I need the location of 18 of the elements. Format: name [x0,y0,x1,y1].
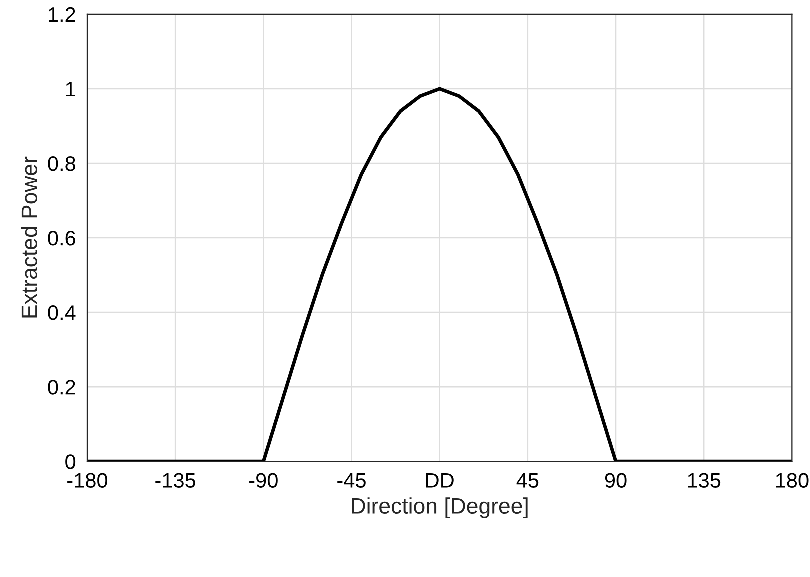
y-tick-label: 0 [66,454,76,470]
x-tick-label: 90 [605,473,627,488]
y-tick-label: 1.2 [49,7,76,22]
y-tick-label: 0.8 [48,156,76,172]
x-tick-label: -135 [156,473,196,488]
x-tick-label: 180 [776,473,809,488]
x-tick-label: DD [426,473,454,488]
y-axis-title: Extracted Power [21,156,38,318]
y-tick-label: 0.2 [48,380,76,395]
x-tick-label: -90 [250,473,278,488]
y-tick-label: 1 [66,82,76,97]
x-tick-label: 135 [688,473,721,488]
x-tick-label: 45 [516,473,539,488]
y-tick-label: 0.4 [48,306,76,320]
y-tick-label: 0.6 [48,231,76,246]
x-axis-title: Direction [Degree] [352,498,528,518]
x-tick-label: -45 [338,473,366,488]
x-tick-label: -180 [68,473,108,488]
